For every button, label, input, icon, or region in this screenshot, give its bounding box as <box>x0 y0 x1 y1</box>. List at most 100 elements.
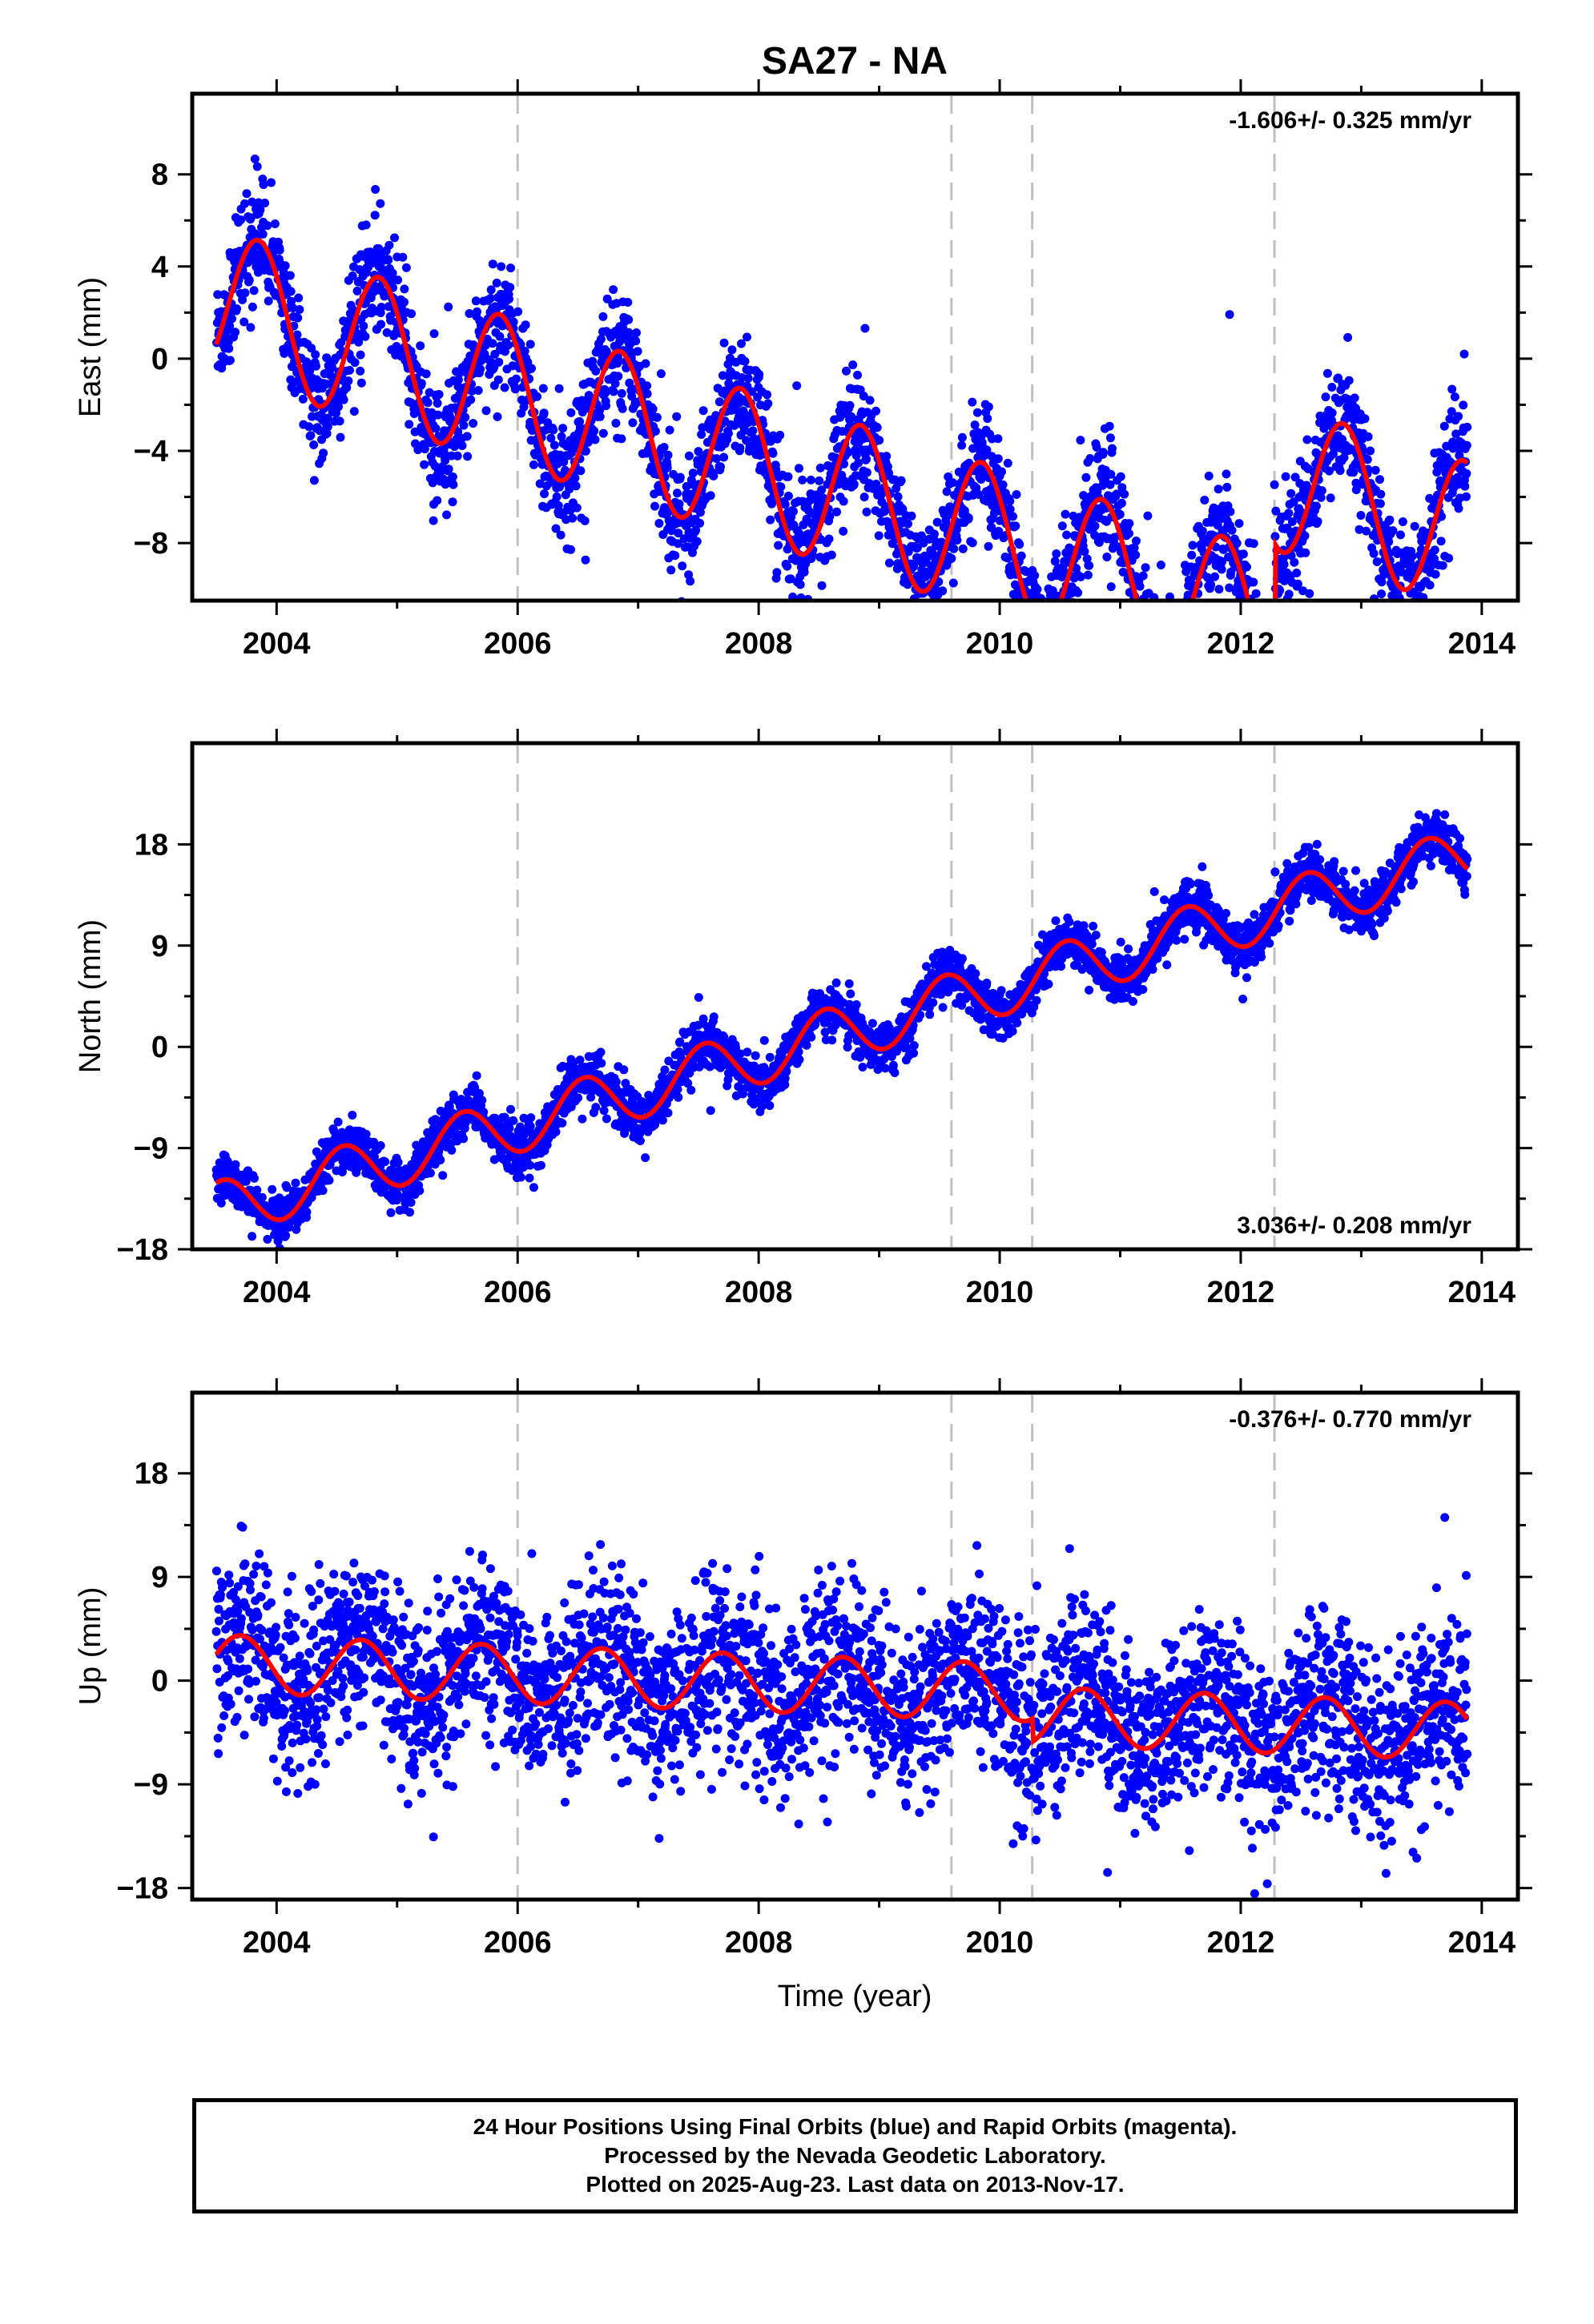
data-point <box>1136 610 1145 619</box>
data-point <box>250 1173 259 1183</box>
data-point <box>1270 532 1280 541</box>
data-point <box>252 1185 262 1195</box>
data-point <box>1131 550 1141 560</box>
data-point <box>1284 509 1294 518</box>
data-point <box>400 284 409 294</box>
data-point <box>1313 517 1322 526</box>
data-point <box>1217 616 1226 625</box>
data-point <box>683 1079 693 1088</box>
data-point <box>934 602 943 611</box>
data-point <box>1105 433 1115 443</box>
data-point <box>1141 618 1150 627</box>
data-point <box>1402 622 1411 631</box>
data-point <box>1328 449 1338 459</box>
data-point <box>1030 571 1040 581</box>
data-point <box>1168 641 1177 650</box>
data-point <box>1020 605 1029 614</box>
data-point <box>1350 393 1359 403</box>
data-point <box>1147 621 1156 630</box>
data-point <box>1431 569 1440 579</box>
data-point <box>384 240 394 250</box>
data-point <box>525 1121 535 1131</box>
data-point <box>513 307 523 316</box>
data-point <box>1356 511 1366 520</box>
data-point <box>1140 636 1149 645</box>
data-point <box>1175 627 1184 636</box>
data-point <box>348 271 357 280</box>
data-point <box>663 450 673 460</box>
data-point <box>997 467 1006 476</box>
data-point <box>1251 589 1261 598</box>
data-point <box>1263 705 1272 714</box>
data-point <box>623 298 633 307</box>
data-point <box>292 330 302 340</box>
data-point <box>1334 373 1343 383</box>
data-point <box>789 507 798 517</box>
data-point <box>601 388 610 398</box>
data-point <box>1067 618 1076 627</box>
data-point <box>571 481 581 491</box>
data-point <box>1327 383 1337 392</box>
data-point <box>1120 631 1129 640</box>
data-point <box>1284 589 1294 599</box>
data-point <box>398 252 408 262</box>
data-point <box>795 580 805 589</box>
data-point <box>1339 452 1349 462</box>
data-point <box>370 211 380 220</box>
data-point <box>225 356 235 365</box>
data-point <box>1141 636 1149 645</box>
data-point <box>1026 611 1035 620</box>
data-point <box>344 376 353 386</box>
data-point <box>1011 521 1020 531</box>
data-point <box>602 1114 611 1124</box>
data-point <box>1116 472 1125 481</box>
data-point <box>984 541 993 551</box>
data-point <box>1061 509 1070 519</box>
data-point <box>1360 414 1370 424</box>
data-point <box>488 259 497 269</box>
data-point <box>772 568 782 577</box>
data-point <box>576 466 586 476</box>
data-point <box>508 361 517 371</box>
data-point <box>354 337 364 347</box>
data-point <box>384 255 393 265</box>
data-point <box>488 339 497 348</box>
data-point <box>504 340 513 350</box>
data-point <box>799 567 809 577</box>
data-point <box>390 233 399 243</box>
data-point <box>795 464 803 473</box>
data-point <box>1363 455 1372 464</box>
data-point <box>293 313 303 323</box>
data-point <box>1168 651 1177 660</box>
data-point <box>356 350 365 360</box>
data-point <box>500 383 509 392</box>
data-point <box>1057 626 1066 635</box>
data-point <box>1093 605 1101 613</box>
data-point <box>1175 671 1184 680</box>
data-point <box>429 516 438 525</box>
data-point <box>1262 660 1271 669</box>
data-point <box>459 420 469 430</box>
data-point <box>1157 653 1165 661</box>
data-point <box>1139 621 1148 629</box>
data-point <box>1286 489 1296 498</box>
x-tick-label: 2004 <box>243 627 311 661</box>
data-point <box>1439 421 1449 431</box>
data-point <box>420 444 429 454</box>
data-point <box>1180 634 1189 643</box>
data-point <box>1293 579 1302 589</box>
data-point <box>936 621 944 629</box>
data-point <box>231 328 240 337</box>
data-point <box>1106 469 1116 479</box>
data-point <box>305 366 315 376</box>
data-point <box>648 404 658 414</box>
data-point <box>817 485 827 495</box>
data-point <box>1158 629 1167 638</box>
data-point <box>494 357 504 367</box>
data-point <box>958 544 968 553</box>
data-point <box>1362 526 1371 536</box>
data-point <box>1279 560 1289 569</box>
data-point <box>1185 605 1194 614</box>
data-point <box>474 1088 484 1098</box>
data-point <box>413 445 423 455</box>
